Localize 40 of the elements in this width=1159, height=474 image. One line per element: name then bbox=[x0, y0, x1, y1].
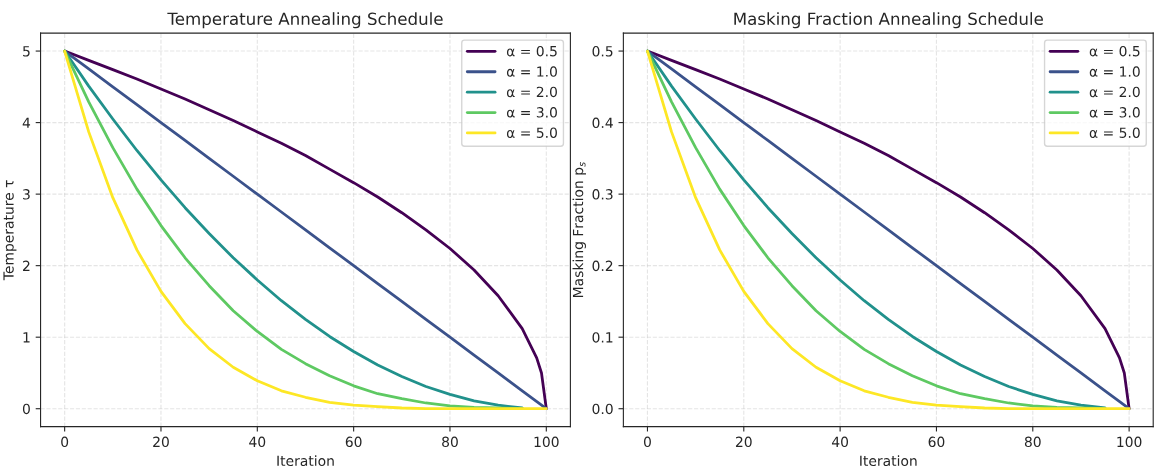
legend-label: α = 0.5 bbox=[506, 45, 557, 57]
legend-label: α = 0.5 bbox=[1089, 45, 1140, 57]
legend-label: α = 5.0 bbox=[506, 127, 557, 138]
x-tick-label: 80 bbox=[1024, 436, 1041, 448]
legend-label: α = 5.0 bbox=[1089, 127, 1140, 138]
y-tick-label: 0.0 bbox=[592, 403, 613, 415]
y-tick-label: 5 bbox=[23, 46, 30, 57]
x-axis-title: Iteration bbox=[860, 455, 917, 467]
y-tick-label: 0.5 bbox=[592, 46, 613, 57]
x-tick-label: 40 bbox=[831, 436, 849, 448]
x-tick-label: 0 bbox=[61, 436, 69, 448]
x-tick-label: 20 bbox=[153, 436, 169, 448]
x-tick-label: 100 bbox=[534, 436, 559, 448]
x-tick-label: 0 bbox=[643, 436, 651, 448]
x-tick-label: 80 bbox=[442, 436, 458, 448]
chart-title: Masking Fraction Annealing Schedule bbox=[734, 12, 1043, 29]
y-tick-label: 0 bbox=[22, 403, 30, 415]
y-tick-label: 0.1 bbox=[592, 332, 613, 343]
legend-label: α = 3.0 bbox=[506, 107, 557, 118]
x-tick-label: 60 bbox=[928, 436, 945, 448]
y-tick-label: 2 bbox=[23, 260, 30, 271]
legend-label: α = 1.0 bbox=[1089, 66, 1140, 77]
x-tick-label: 100 bbox=[1117, 436, 1142, 448]
legend-label: α = 2.0 bbox=[506, 86, 557, 98]
x-tick-label: 40 bbox=[249, 436, 266, 448]
chart-title: Temperature Annealing Schedule bbox=[167, 12, 443, 29]
legend-label: α = 3.0 bbox=[1089, 107, 1140, 118]
x-tick-label: 20 bbox=[735, 436, 752, 448]
y-axis-title: Temperature τ bbox=[3, 180, 17, 281]
x-tick-label: 60 bbox=[345, 436, 362, 448]
legend-label: α = 1.0 bbox=[506, 66, 557, 77]
y-tick-label: 4 bbox=[22, 117, 31, 128]
y-axis-title: Masking Fraction p$_{s}$ bbox=[572, 162, 586, 297]
x-axis-title: Iteration bbox=[277, 455, 334, 467]
y-tick-label: 0.2 bbox=[592, 260, 613, 272]
y-tick-label: 1 bbox=[23, 332, 30, 343]
y-tick-label: 0.3 bbox=[592, 189, 613, 200]
y-tick-label: 3 bbox=[23, 189, 30, 200]
y-tick-label: 0.4 bbox=[592, 117, 613, 129]
legend-label: α = 2.0 bbox=[1089, 86, 1140, 98]
